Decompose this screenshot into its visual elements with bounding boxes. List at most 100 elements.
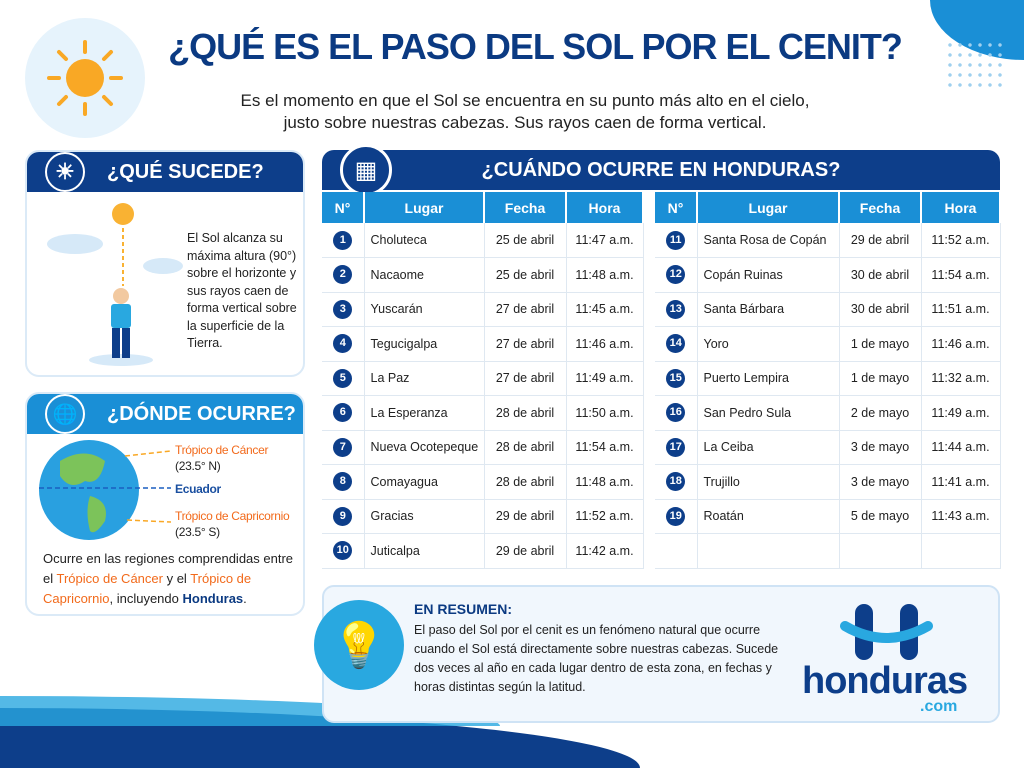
table-row: 15 Puerto Lempira 1 de mayo 11:32 a.m.	[655, 361, 1001, 396]
fecha-cell: 5 de mayo	[839, 499, 922, 534]
lugar-cell: La Paz	[364, 361, 485, 396]
number-badge: 4	[333, 334, 353, 354]
card-title: ¿DÓNDE OCURRE?	[107, 402, 296, 425]
number-badge: 16	[666, 403, 686, 423]
hora-cell: 11:54 a.m.	[921, 257, 1001, 293]
empty-cell	[839, 533, 922, 569]
lugar-cell: San Pedro Sula	[697, 395, 840, 431]
globe-illustration	[39, 440, 172, 540]
table-row: 3 Yuscarán 27 de abril 11:45 a.m.	[322, 292, 644, 327]
hora-cell: 11:43 a.m.	[921, 499, 1001, 534]
row-number: 14	[655, 326, 698, 362]
row-number: 16	[655, 395, 698, 431]
hora-cell: 11:52 a.m.	[566, 499, 644, 534]
table-header-row: N° Lugar Fecha Hora	[322, 192, 644, 223]
schedule-table-left: N° Lugar Fecha Hora 1 Choluteca 25 de abril 11:…	[322, 192, 644, 569]
fecha-cell: 1 de mayo	[839, 326, 922, 362]
row-number: 4	[322, 326, 365, 362]
row-number: 12	[655, 257, 698, 293]
resumen-title: EN RESUMEN:	[414, 601, 513, 617]
fecha-cell: 27 de abril	[484, 326, 567, 362]
section-title: ¿CUÁNDO OCURRE EN HONDURAS?	[481, 158, 841, 181]
table-row: 13 Santa Bárbara 30 de abril 11:51 a.m.	[655, 292, 1001, 327]
lugar-cell: Puerto Lempira	[697, 361, 840, 396]
lugar-cell: Gracias	[364, 499, 485, 534]
tropic-capricorn-latitude: (23.5° S)	[175, 525, 220, 539]
text: , incluyendo	[109, 591, 183, 606]
number-badge: 7	[333, 437, 353, 457]
number-badge: 13	[666, 299, 686, 319]
row-number: 18	[655, 464, 698, 500]
fecha-cell: 27 de abril	[484, 292, 567, 327]
hora-cell: 11:48 a.m.	[566, 257, 644, 293]
row-number: 7	[322, 430, 365, 465]
hora-cell: 11:49 a.m.	[921, 395, 1001, 431]
column-header: Hora	[566, 192, 644, 223]
decor-dots	[945, 40, 1005, 90]
fecha-cell: 27 de abril	[484, 361, 567, 396]
sun-icon	[25, 18, 145, 138]
highlight: Trópico de Capricornio	[43, 571, 252, 606]
table-row: 4 Tegucigalpa 27 de abril 11:46 a.m.	[322, 326, 644, 362]
fecha-cell: 25 de abril	[484, 223, 567, 258]
number-badge: 8	[333, 472, 353, 492]
fecha-cell: 29 de abril	[484, 499, 567, 534]
table-row: 6 La Esperanza 28 de abril 11:50 a.m.	[322, 395, 644, 431]
lugar-cell: Copán Ruinas	[697, 257, 840, 293]
highlight: Trópico de Cáncer	[56, 571, 163, 586]
empty-cell	[921, 533, 1001, 569]
row-number: 5	[322, 361, 365, 396]
fecha-cell: 3 de mayo	[839, 430, 922, 465]
lugar-cell: Comayagua	[364, 464, 485, 500]
hora-cell: 11:52 a.m.	[921, 223, 1001, 258]
table-row: 2 Nacaome 25 de abril 11:48 a.m.	[322, 257, 644, 293]
row-number: 10	[322, 533, 365, 569]
row-number: 13	[655, 292, 698, 327]
table-row: 7 Nueva Ocotepeque 28 de abril 11:54 a.m.	[322, 430, 644, 465]
fecha-cell: 28 de abril	[484, 430, 567, 465]
number-badge: 19	[666, 506, 686, 526]
column-header: Fecha	[839, 192, 922, 223]
number-badge: 14	[666, 334, 686, 354]
column-header: N°	[655, 192, 698, 223]
lugar-cell: Yoro	[697, 326, 840, 362]
table-row: 18 Trujillo 3 de mayo 11:41 a.m.	[655, 464, 1001, 500]
table-row: 16 San Pedro Sula 2 de mayo 11:49 a.m.	[655, 395, 1001, 431]
number-badge: 2	[333, 265, 353, 285]
donde-ocurre-text: Ocurre en las regiones comprendidas entr…	[43, 549, 299, 609]
number-badge: 9	[333, 506, 353, 526]
column-header: Lugar	[364, 192, 485, 223]
row-number: 17	[655, 430, 698, 465]
lugar-cell: Santa Bárbara	[697, 292, 840, 327]
globe-icon: 🌐	[45, 394, 85, 434]
resumen-text: El paso del Sol por el cenit es un fenóm…	[414, 623, 779, 694]
text: Ocurre en las regiones comprendidas entr…	[43, 551, 294, 586]
table-row: 1 Choluteca 25 de abril 11:47 a.m.	[322, 223, 644, 258]
subtitle: Es el momento en que el Sol se encuentra…	[170, 90, 880, 134]
que-sucede-text: El Sol alcanza su máxima altura (90°) so…	[187, 231, 297, 350]
number-badge: 12	[666, 265, 686, 285]
row-number: 8	[322, 464, 365, 500]
hora-cell: 11:50 a.m.	[566, 395, 644, 431]
number-badge: 6	[333, 403, 353, 423]
table-header-row: N° Lugar Fecha Hora	[655, 192, 1001, 223]
hora-cell: 11:41 a.m.	[921, 464, 1001, 500]
table-row: 5 La Paz 27 de abril 11:49 a.m.	[322, 361, 644, 396]
row-number: 19	[655, 499, 698, 534]
hora-cell: 11:51 a.m.	[921, 292, 1001, 327]
table-row: 12 Copán Ruinas 30 de abril 11:54 a.m.	[655, 257, 1001, 293]
subtitle-line: Es el momento en que el Sol se encuentra…	[240, 91, 810, 110]
logo-tld: .com	[920, 698, 958, 715]
text: .	[243, 591, 247, 606]
table-row: 14 Yoro 1 de mayo 11:46 a.m.	[655, 326, 1001, 362]
donde-ocurre-card: 🌐 ¿DÓNDE OCURRE? Trópico de Cáncer (23.5°…	[25, 392, 305, 616]
card-title: ¿QUÉ SUCEDE?	[107, 160, 264, 183]
lugar-cell: Santa Rosa de Copán	[697, 223, 840, 258]
fecha-cell: 30 de abril	[839, 257, 922, 293]
number-badge: 5	[333, 368, 353, 388]
row-number: 2	[322, 257, 365, 293]
page-title: ¿QUÉ ES EL PASO DEL SOL POR EL CENIT?	[168, 26, 903, 67]
lugar-cell: La Ceiba	[697, 430, 840, 465]
hora-cell: 11:32 a.m.	[921, 361, 1001, 396]
tropic-cancer-label: Trópico de Cáncer	[175, 443, 269, 457]
